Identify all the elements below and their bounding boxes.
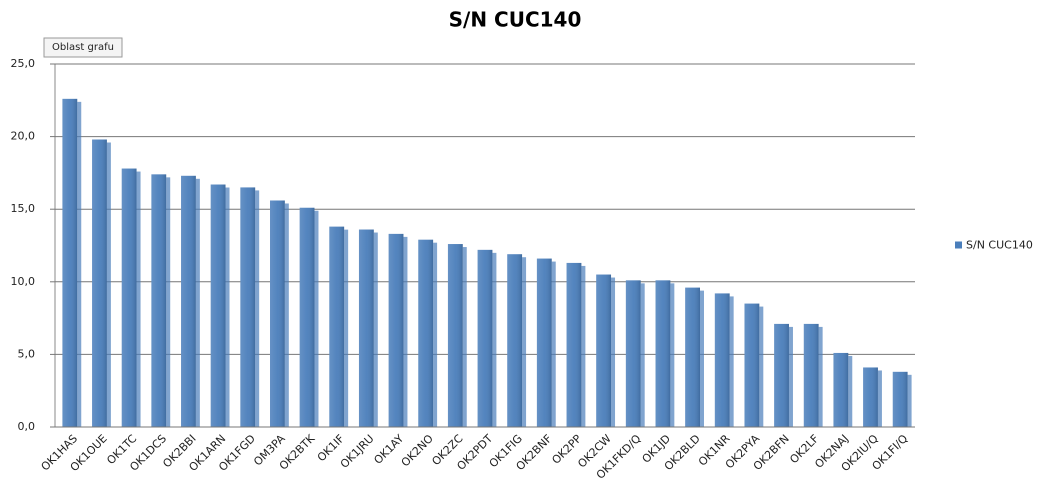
bar-shade (92, 139, 107, 427)
bar-shade (240, 187, 256, 427)
tooltip: Oblast grafu (52, 42, 114, 53)
bar-shade (62, 98, 78, 428)
bar-shade (388, 233, 404, 427)
bar-shade (536, 258, 552, 427)
bar-shade (803, 323, 819, 427)
x-tick-label: OK2NO (399, 432, 437, 470)
bar-side (492, 252, 497, 427)
bar-side (433, 242, 438, 427)
bar-shade (774, 323, 789, 427)
legend-label: S/N CUC140 (966, 239, 1033, 252)
bar-shade (714, 293, 730, 427)
bar-shade (566, 262, 582, 427)
bar-shade (329, 226, 345, 427)
bar-side (462, 247, 467, 427)
legend-swatch (955, 241, 962, 249)
bar-side (729, 296, 734, 427)
bar-side (848, 355, 853, 427)
bar-side (581, 265, 586, 427)
y-tick-label: 0,0 (18, 420, 36, 433)
bar-shade (863, 367, 878, 427)
bar-side (225, 187, 230, 427)
bar-shade (655, 280, 671, 427)
y-tick-label: 10,0 (11, 275, 36, 288)
bar-side (522, 257, 527, 427)
bar-shade (507, 254, 523, 427)
bar-side (77, 101, 82, 428)
bar-shade (477, 249, 493, 427)
bar-side (373, 232, 378, 427)
y-tick-label: 25,0 (11, 57, 36, 70)
bar-side (788, 326, 793, 427)
bar-side (907, 374, 912, 427)
bar-shade (625, 280, 641, 427)
bar-side (551, 261, 556, 427)
y-tick-label: 5,0 (18, 347, 36, 360)
bar-shade (358, 229, 374, 427)
bar-shade (270, 200, 285, 427)
bar-side (344, 229, 349, 427)
bar-shade (685, 287, 700, 427)
bar-side (403, 236, 408, 427)
chart-title: S/N CUC140 (449, 8, 582, 32)
bar-side (700, 290, 704, 427)
y-tick-label: 20,0 (11, 130, 36, 143)
bar-side (670, 283, 675, 427)
bar-side (611, 277, 616, 427)
bar-shade (596, 274, 612, 427)
bar-shade (892, 371, 908, 427)
bar-shade (447, 244, 463, 427)
y-tick-label: 15,0 (11, 202, 36, 215)
bar-side (255, 190, 260, 427)
bar-side (136, 171, 141, 427)
bar-shade (181, 175, 196, 427)
bar-side (759, 306, 764, 427)
bar-side (284, 203, 289, 427)
bar-shade (418, 239, 434, 427)
bar-shade (121, 168, 137, 427)
bar-side (314, 210, 319, 427)
bar-side (640, 283, 645, 427)
bar-side (818, 326, 823, 427)
bar-shade (210, 184, 226, 427)
x-tick-label: OK1JRU (338, 432, 377, 471)
bar-side (195, 178, 200, 427)
bar-shade (299, 207, 315, 427)
bar-shade (744, 303, 760, 427)
bar-side (877, 370, 882, 427)
bar-side (106, 142, 111, 427)
tooltip-box (43, 37, 123, 58)
bar-shade (151, 174, 167, 427)
bar-side (166, 177, 171, 427)
bar-shade (833, 352, 849, 427)
